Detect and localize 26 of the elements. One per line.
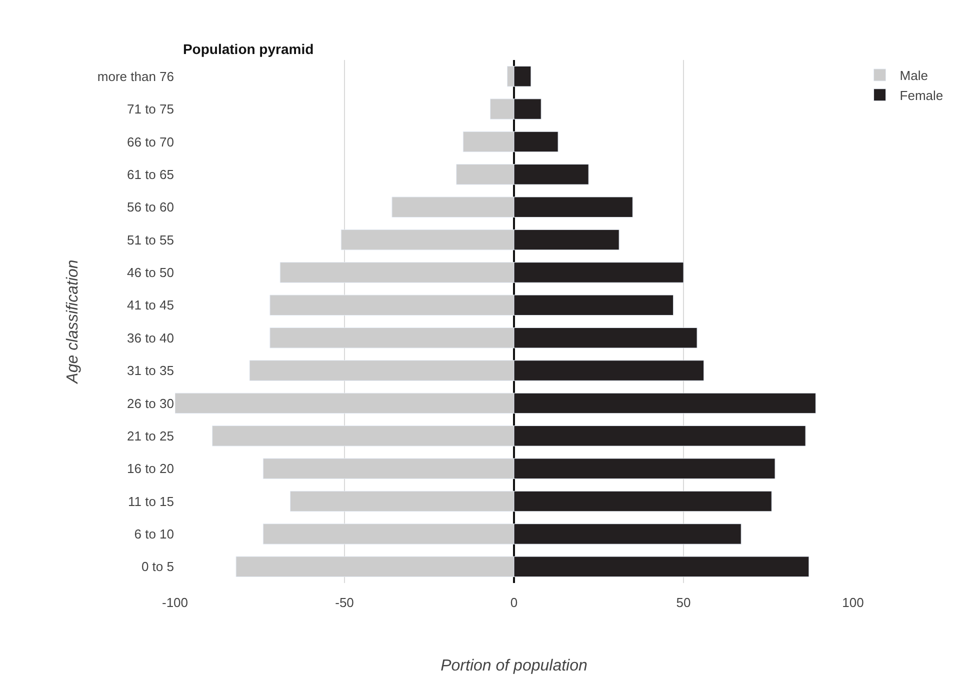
legend-label: Female (900, 88, 944, 103)
x-tick-label: 50 (676, 595, 691, 610)
y-tick-label: 6 to 10 (134, 526, 174, 542)
y-tick-label: 51 to 55 (127, 232, 174, 248)
y-tick-label: 56 to 60 (127, 200, 174, 215)
chart-title: Population pyramid (182, 41, 314, 58)
y-tick-label: more than 76 (97, 68, 174, 84)
y-tick-label: 71 to 75 (127, 102, 174, 117)
y-tick-label: 66 to 70 (127, 134, 174, 150)
y-axis-title: Age classification (64, 260, 82, 384)
y-tick-label: 16 to 20 (127, 461, 174, 476)
y-tick-label: 41 to 45 (127, 298, 174, 313)
x-tick-label: 100 (842, 595, 864, 610)
y-tick-label: 31 to 35 (127, 363, 174, 378)
x-tick-label: -100 (162, 595, 188, 610)
y-tick-label: 0 to 5 (141, 559, 174, 574)
x-tick-label: -50 (335, 595, 354, 610)
y-tick-label: 46 to 50 (127, 265, 174, 280)
y-tick-label: 36 to 40 (127, 330, 174, 346)
x-tick-label: 0 (510, 595, 518, 610)
y-tick-label: 61 to 65 (127, 166, 174, 182)
legend-label: Male (900, 68, 928, 84)
y-tick-label: 26 to 30 (127, 396, 174, 411)
y-tick-label: 11 to 15 (128, 494, 174, 509)
y-tick-label: 21 to 25 (127, 428, 174, 444)
x-axis-title: Portion of population (440, 658, 588, 675)
